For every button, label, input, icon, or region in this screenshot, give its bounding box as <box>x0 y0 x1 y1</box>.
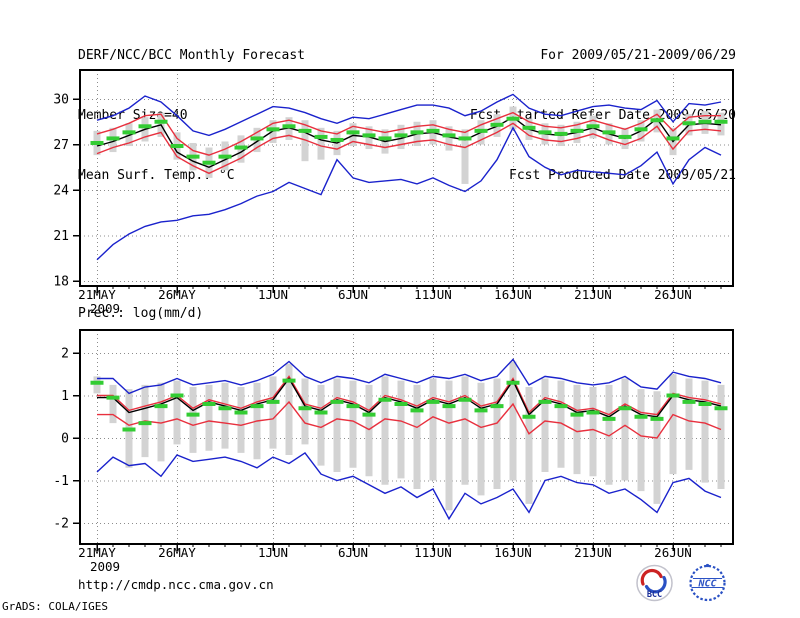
ensemble-min-line <box>96 126 722 261</box>
ensemble-mean-markers <box>90 378 728 432</box>
ensemble-mean-markers <box>90 116 728 165</box>
fcst-start-date: Fcst Started Refer Date 2009/05/20 <box>469 108 736 123</box>
svg-text:27: 27 <box>53 138 69 153</box>
grads-credit: GrADS: COLA/IGES <box>2 600 108 613</box>
bcc-logo-text: BCC <box>647 590 662 600</box>
svg-text:0: 0 <box>61 432 69 447</box>
svg-text:6JUN: 6JUN <box>338 287 368 302</box>
logo-row: BCC NCC <box>632 561 731 608</box>
svg-text:26JUN: 26JUN <box>654 287 692 302</box>
y-axis-labels: 18 21 24 27 30 <box>53 93 69 290</box>
svg-text:21: 21 <box>53 229 69 244</box>
svg-text:21JUN: 21JUN <box>574 287 612 302</box>
svg-text:1: 1 <box>61 389 69 404</box>
ncc-logo: NCC <box>689 563 726 602</box>
website-url: http://cmdp.ncc.cma.gov.cn <box>78 577 274 592</box>
svg-text:30: 30 <box>53 93 69 108</box>
member-spread-bars <box>93 361 725 511</box>
ensemble-max-line <box>97 358 722 395</box>
control-line <box>97 377 722 418</box>
lower-spread-line <box>97 400 722 439</box>
gridlines <box>80 70 733 286</box>
svg-text:26MAY: 26MAY <box>158 287 196 302</box>
svg-text:21MAY: 21MAY <box>78 545 116 560</box>
plot-frame <box>79 329 734 545</box>
svg-text:26MAY: 26MAY <box>158 545 196 560</box>
forecast-period: For 2009/05/21-2009/06/29 <box>540 48 736 63</box>
svg-text:11JUN: 11JUN <box>414 545 452 560</box>
svg-text:11JUN: 11JUN <box>414 287 452 302</box>
svg-text:24: 24 <box>53 184 69 199</box>
year-label: 2009 <box>90 301 120 316</box>
bcc-logo: BCC <box>636 564 673 602</box>
temp-chart-title: Mean Surf. Temp.: °C <box>78 168 235 183</box>
upper-spread-line <box>97 375 722 416</box>
svg-text:16JUN: 16JUN <box>494 287 532 302</box>
svg-text:26JUN: 26JUN <box>654 545 692 560</box>
control-line <box>96 116 722 169</box>
svg-text:1JUN: 1JUN <box>258 287 288 302</box>
svg-text:-1: -1 <box>53 474 69 489</box>
precip-chart: -2 -1 0 1 2 21MAY 26MAY 1JUN 6JUN 11JUN 16JUN 21JUN… <box>53 329 734 574</box>
y-axis-labels: -2 -1 0 1 2 <box>53 347 69 532</box>
svg-text:1JUN: 1JUN <box>258 545 288 560</box>
upper-spread-line <box>96 111 721 156</box>
svg-text:18: 18 <box>53 275 69 290</box>
axis-ticks <box>73 352 722 551</box>
ensemble-max-line <box>96 93 722 137</box>
precip-chart-title: Prec.: log(mm/d) <box>78 306 204 321</box>
svg-text:2: 2 <box>61 347 69 362</box>
x-axis-labels: 21MAY 26MAY 1JUN 6JUN 11JUN 16JUN 21JUN 26JUN <box>78 545 692 560</box>
year-label: 2009 <box>90 559 120 574</box>
fcst-produced-date: Fcst Produced Date 2009/05/21 <box>509 168 736 183</box>
ensemble-min-line <box>96 451 722 521</box>
svg-text:21JUN: 21JUN <box>574 545 612 560</box>
page-title: DERF/NCC/BCC Monthly Forecast <box>78 48 305 63</box>
svg-text:16JUN: 16JUN <box>494 545 532 560</box>
ncc-logo-text: NCC <box>697 579 716 590</box>
header-right: For 2009/05/21-2009/06/29 Fcst Started R… <box>470 6 736 226</box>
plot-frame <box>79 69 734 287</box>
lower-spread-line <box>96 122 722 175</box>
axis-ticks <box>73 98 722 293</box>
x-axis-labels: 21MAY 26MAY 1JUN 6JUN 11JUN 16JUN 21JUN 26JUN <box>78 287 692 302</box>
svg-text:6JUN: 6JUN <box>338 545 368 560</box>
svg-text:21MAY: 21MAY <box>78 287 116 302</box>
header-left: DERF/NCC/BCC Monthly Forecast Member Siz… <box>78 6 305 226</box>
svg-text:-2: -2 <box>53 517 69 532</box>
